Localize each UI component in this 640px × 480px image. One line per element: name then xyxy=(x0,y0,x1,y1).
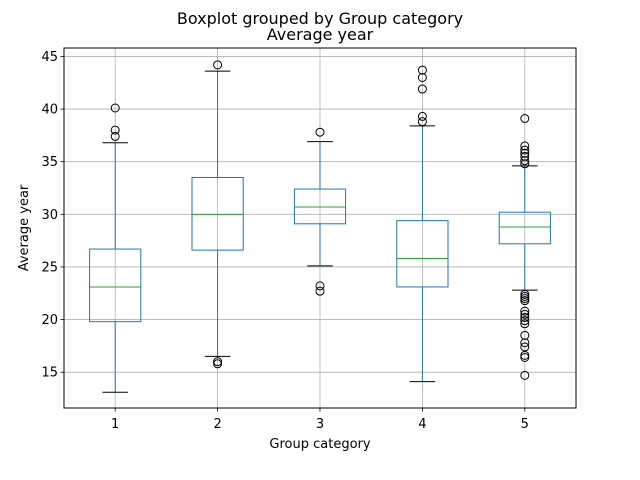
box-group-1 xyxy=(89,103,142,393)
x-tick-label: 4 xyxy=(418,417,426,432)
chart-title: Average year xyxy=(267,25,374,44)
outlier-point xyxy=(520,312,530,322)
chart-suptitle: Boxplot grouped by Group category xyxy=(177,9,463,28)
outlier-point xyxy=(520,151,530,161)
outlier-point xyxy=(520,338,530,348)
outlier-point xyxy=(520,330,530,340)
outlier-point xyxy=(110,103,120,113)
outlier-point xyxy=(110,125,120,135)
outlier-point xyxy=(417,117,427,127)
outlier-point xyxy=(520,296,530,306)
outlier-point xyxy=(520,291,530,301)
box-group-5 xyxy=(498,114,551,380)
box-group-2 xyxy=(191,60,244,369)
outlier-point xyxy=(520,370,530,380)
outlier-point xyxy=(520,342,530,352)
outlier-point xyxy=(520,114,530,124)
outlier-point xyxy=(520,306,530,316)
x-tick-label: 2 xyxy=(213,417,221,432)
x-tick-label: 5 xyxy=(521,417,529,432)
iqr-box xyxy=(396,220,449,288)
outlier-point xyxy=(417,72,427,82)
outlier-point xyxy=(520,156,530,166)
outlier-point xyxy=(417,65,427,75)
x-tick-label: 1 xyxy=(111,417,119,432)
outlier-point xyxy=(213,359,223,369)
outlier-point xyxy=(520,148,530,158)
x-axis-label: Group category xyxy=(269,437,370,452)
outlier-point xyxy=(417,111,427,121)
y-tick-label: 25 xyxy=(41,260,58,275)
outlier-point xyxy=(520,294,530,304)
outlier-point xyxy=(110,131,120,141)
outlier-point xyxy=(315,286,325,296)
iqr-box xyxy=(498,211,551,245)
outlier-point xyxy=(520,145,530,155)
outlier-point xyxy=(520,352,530,362)
iqr-box xyxy=(191,176,244,251)
y-tick-label: 15 xyxy=(41,366,58,381)
iqr-box xyxy=(89,248,142,323)
outlier-point xyxy=(520,141,530,151)
y-tick-label: 40 xyxy=(41,103,58,118)
outlier-point xyxy=(213,357,223,367)
y-axis-label: Average year xyxy=(17,184,32,271)
outlier-point xyxy=(315,281,325,291)
iqr-box xyxy=(293,188,347,225)
box-group-3 xyxy=(293,127,347,296)
y-tick-label: 20 xyxy=(41,313,58,328)
outlier-point xyxy=(520,159,530,169)
x-tick-label: 3 xyxy=(316,417,324,432)
outlier-point xyxy=(520,309,530,319)
outlier-point xyxy=(213,60,223,70)
outlier-point xyxy=(315,127,325,137)
outlier-point xyxy=(520,316,530,326)
outlier-point xyxy=(520,319,530,329)
outlier-point xyxy=(520,289,530,299)
y-tick-label: 35 xyxy=(41,155,58,170)
box-group-4 xyxy=(396,65,449,383)
outlier-point xyxy=(417,84,427,94)
y-tick-label: 30 xyxy=(41,208,58,223)
y-tick-label: 45 xyxy=(41,50,58,65)
boxes-layer xyxy=(89,60,551,393)
